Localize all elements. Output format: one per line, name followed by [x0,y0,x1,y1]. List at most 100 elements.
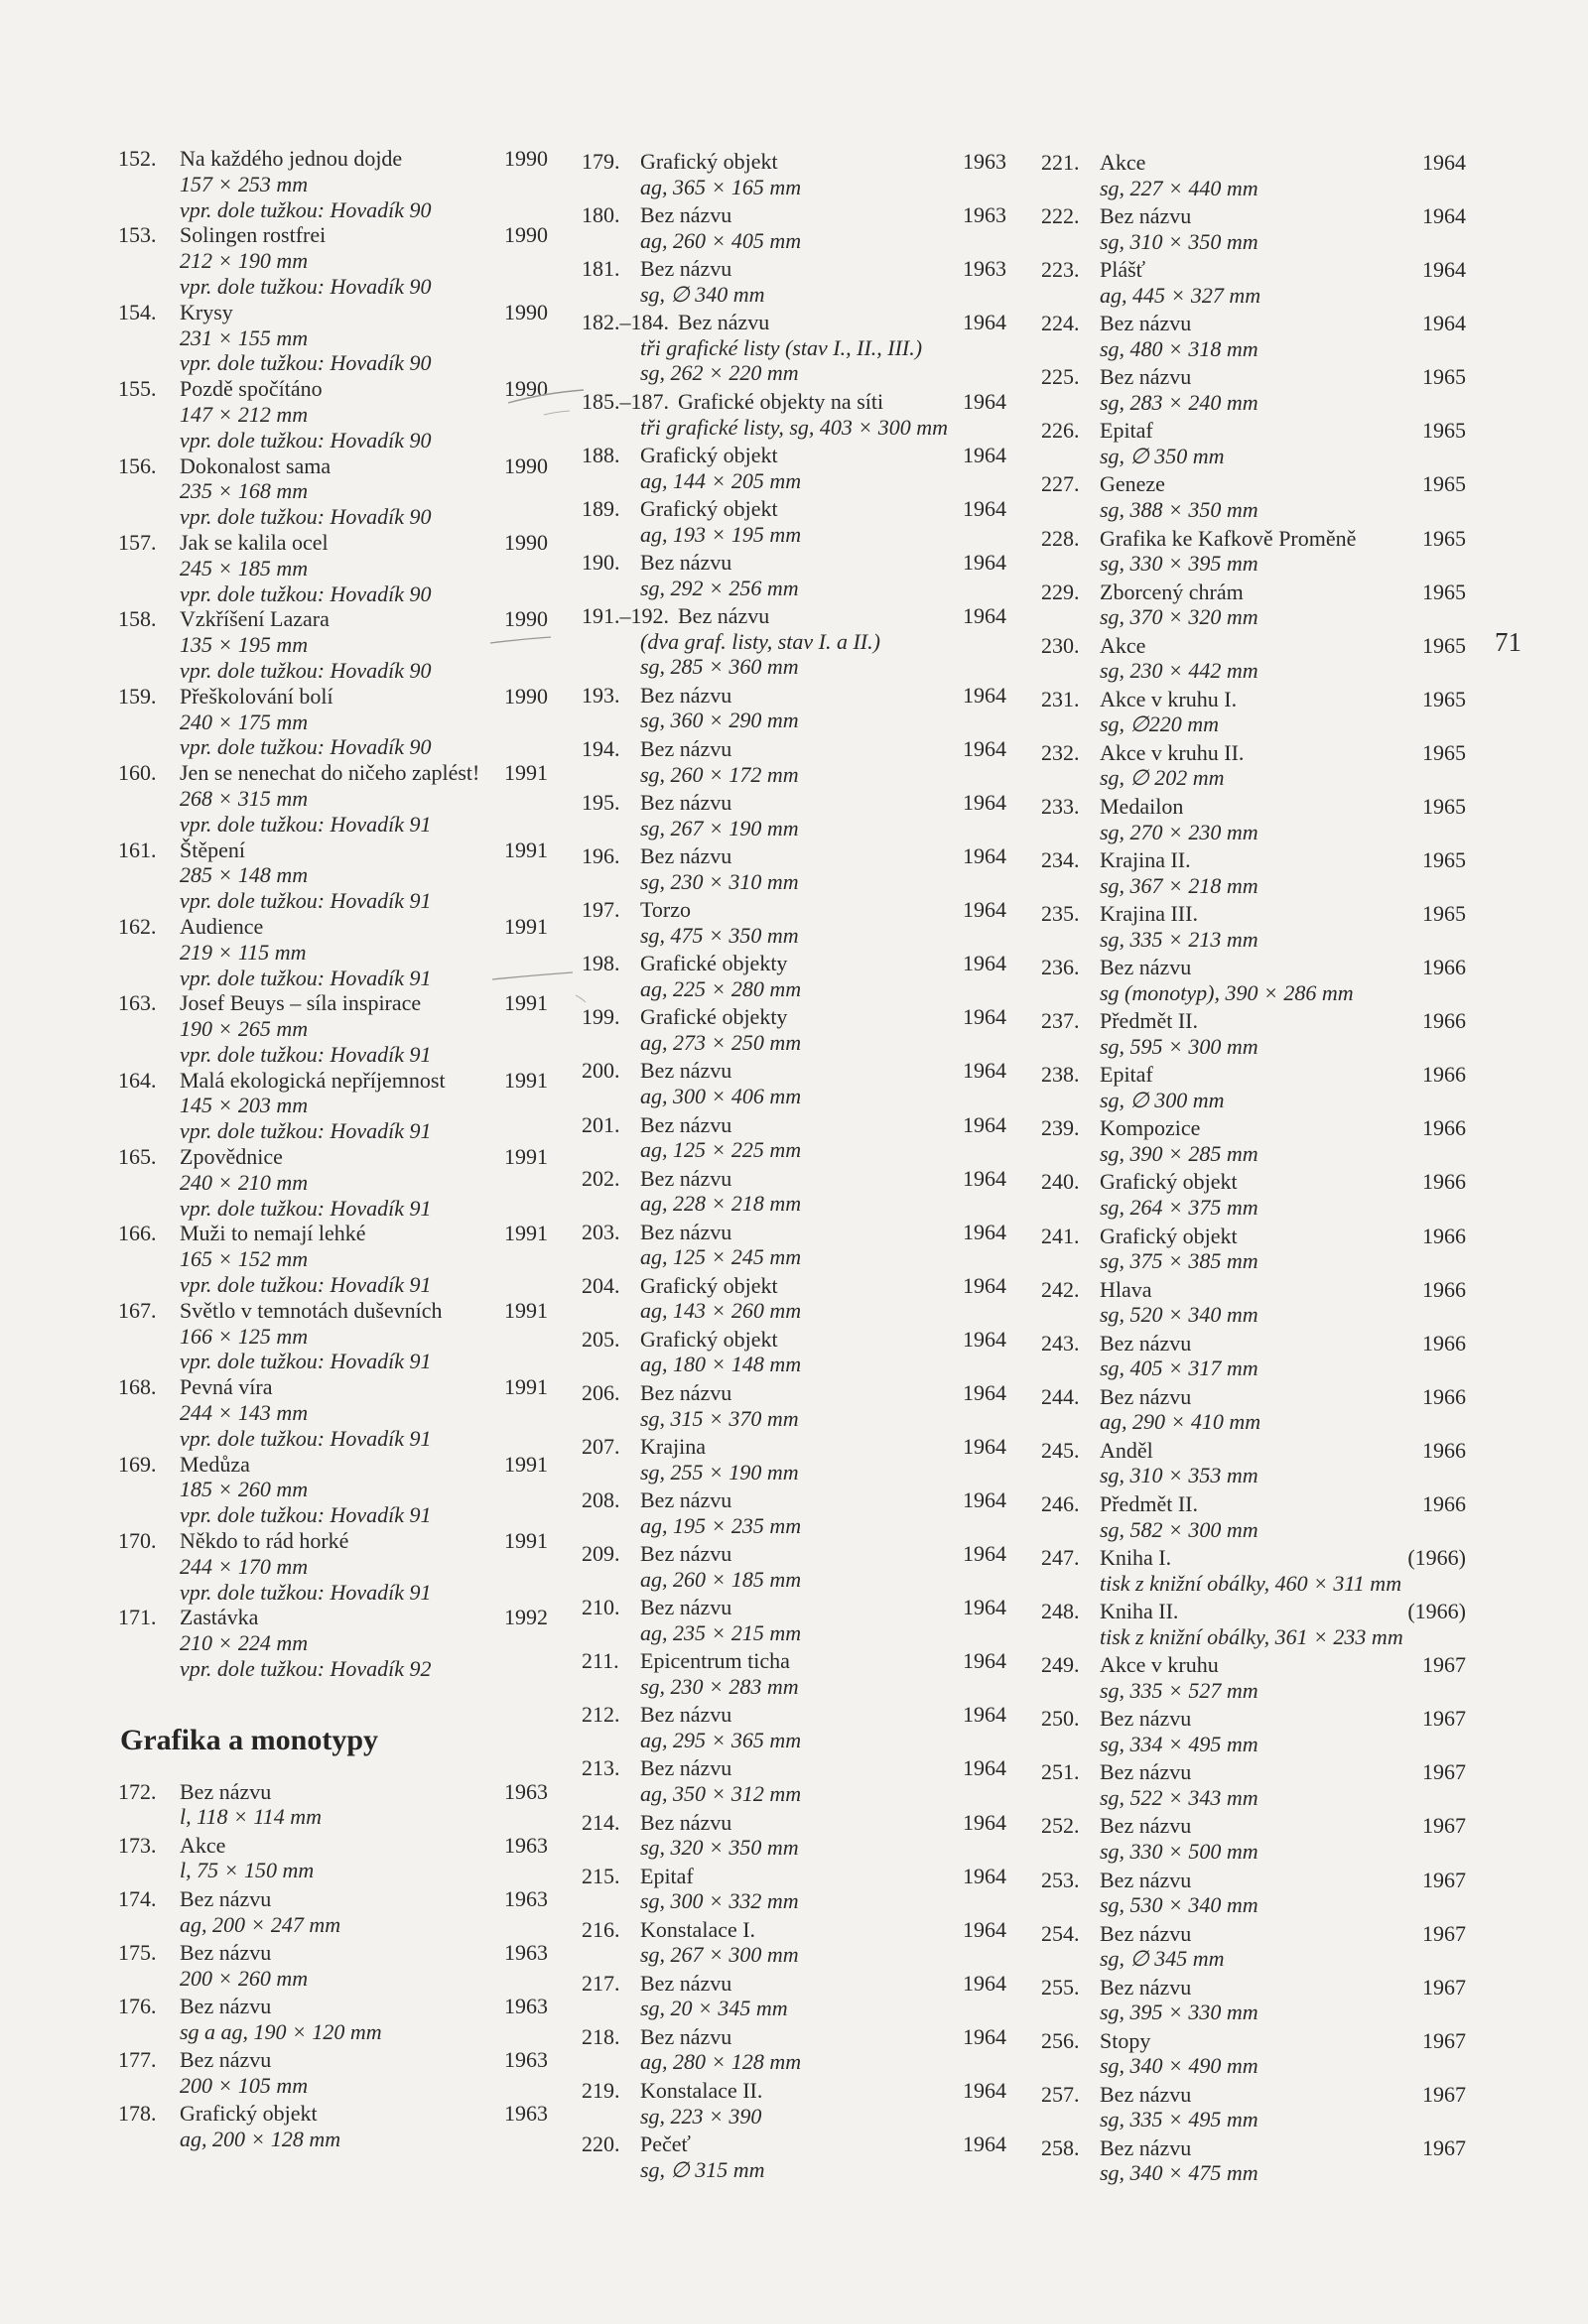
entry-number: 165. [118,1144,157,1170]
entry-number: 153. [118,222,157,248]
entry-details: sg, 230 × 283 mm [640,1673,799,1699]
catalog-entry: 220. Pečeť 1964 sg, ∅ 315 mm [582,2131,1006,2182]
entry-title-row: 167. Světlo v temnotách duševních 1991 [118,1298,548,1324]
entry-number: 198. [582,951,620,976]
entry-number: 176. [118,1994,157,2019]
entry-year: 1991 [504,1144,548,1170]
entry-details: sg, 340 × 490 mm [1100,2053,1258,2079]
entry-number: 156. [118,452,157,478]
entry-title: Bez názvu [640,1755,732,1781]
entry-note: vpr. dole tužkou: Hovadík 92 [180,1656,432,1682]
catalog-entry: 230. Akce 1965 sg, 230 × 442 mm [1041,633,1466,684]
entry-title: Zastávka [180,1605,259,1630]
entry-note: vpr. dole tužkou: Hovadík 90 [180,196,432,222]
entry-year: 1965 [1422,686,1466,711]
entry-title-row: 197. Torzo 1964 [582,897,1006,923]
catalog-entry: 218. Bez názvu 1964 ag, 280 × 128 mm [582,2024,1006,2075]
entry-details: 135 × 195 mm [180,632,309,658]
entry-year: 1964 [963,496,1006,522]
entry-title-row: 163. Josef Beuys – síla inspirace 1991 [118,990,548,1016]
catalog-entry: 206. Bez názvu 1964 sg, 315 × 370 mm [582,1380,1006,1431]
entry-details: ag, 290 × 410 mm [1100,1409,1261,1435]
entry-title-row: 201. Bez názvu 1964 [582,1112,1006,1138]
entry-title: Grafický objekt [640,1326,778,1352]
entry-title: Grafický objekt [180,2101,318,2127]
entry-year: 1964 [963,1595,1006,1620]
entry-details: sg, ∅220 mm [1100,711,1220,737]
entry-year: 1964 [963,1433,1006,1459]
entry-year: 1964 [963,310,1006,335]
entry-title-row: 195. Bez názvu 1964 [582,790,1006,816]
entry-title: Bez názvu [640,1487,732,1513]
entry-details: ag, 195 × 235 mm [640,1512,802,1538]
entry-year: 1990 [504,452,548,478]
entry-year: 1964 [963,1058,1006,1084]
entry-year: 1967 [1422,1759,1466,1785]
entry-number: 223. [1041,257,1080,283]
entry-details: sg, 330 × 500 mm [1100,1839,1258,1865]
entry-title-row: 216. Konstalace I. 1964 [582,1917,1006,1943]
catalog-entry: 208. Bez názvu 1964 ag, 195 × 235 mm [582,1487,1006,1538]
entry-details: sg, 260 × 172 mm [640,761,799,787]
entry-details: 212 × 190 mm [180,248,309,274]
entry-details: ag, 445 × 327 mm [1100,282,1261,308]
catalog-entry: 178. Grafický objekt 1963 ag, 200 × 128 mm [118,2101,548,2151]
entry-title-row: 199. Grafické objekty 1964 [582,1004,1006,1030]
entry-title: Bez názvu [640,1541,732,1567]
entry-year: 1963 [963,256,1006,282]
entry-number: 195. [582,790,620,816]
entry-title: Jen se nenechat do ničeho zaplést! [180,760,480,786]
entry-note: vpr. dole tužkou: Hovadík 90 [180,504,432,530]
entry-title-row: 179. Grafický objekt 1963 [582,149,1006,175]
entry-number: 217. [582,1970,620,1996]
entry-title-row: 190. Bez názvu 1964 [582,550,1006,576]
catalog-entry: 233. Medailon 1965 sg, 270 × 230 mm [1041,794,1466,844]
entry-number: 201. [582,1111,620,1137]
entry-title-row: 209. Bez názvu 1964 [582,1541,1006,1567]
entry-details: sg (monotyp), 390 × 286 mm [1100,979,1354,1005]
entry-title-row: 152. Na každého jednou dojde 1990 [118,146,548,172]
entry-title: Anděl [1100,1437,1153,1463]
entry-year: 1964 [1422,257,1466,283]
catalog-entry: 200. Bez názvu 1964 ag, 300 × 406 mm [582,1058,1006,1108]
entry-title: Grafický objekt [1100,1223,1238,1248]
entry-title: Bez názvu [640,550,732,576]
entry-details: sg, 390 × 285 mm [1100,1141,1258,1166]
catalog-entry: 256. Stopy 1967 sg, 340 × 490 mm [1041,2028,1466,2079]
entry-title-row: 223. Plášť 1964 [1041,257,1466,283]
entry-title: Bez názvu [640,682,732,708]
entry-number: 197. [582,897,620,923]
entry-year: 1990 [504,222,548,248]
entry-number: 221. [1041,150,1080,175]
entry-title-row: 248. Kniha II. (1966) [1041,1599,1466,1624]
entry-number: 240. [1041,1169,1080,1195]
entry-title: Bez názvu [180,1885,272,1911]
entry-year: 1990 [504,606,548,632]
entry-number: 227. [1041,471,1080,497]
entry-year: 1964 [963,2131,1006,2156]
catalog-entry: 164. Malá ekologická nepříjemnost 1991 145 … [118,1068,548,1144]
entry-note: vpr. dole tužkou: Hovadík 90 [180,657,432,683]
entry-title-row: 232. Akce v kruhu II. 1965 [1041,740,1466,766]
entry-title: Solingen rostfrei [180,222,327,248]
catalog-entry: 211. Epicentrum ticha 1964 sg, 230 × 283 mm [582,1648,1006,1699]
entry-year: 1991 [504,913,548,939]
entry-title-row: 245. Anděl 1966 [1041,1438,1466,1464]
entry-details: sg, 300 × 332 mm [640,1888,799,1914]
entry-title: Hlava [1100,1276,1152,1302]
entry-title-row: 168. Pevná víra 1991 [118,1374,548,1400]
catalog-entry: 203. Bez názvu 1964 ag, 125 × 245 mm [582,1220,1006,1270]
entry-details: ag, 365 × 165 mm [640,174,802,199]
entry-details: ag, 300 × 406 mm [640,1084,802,1109]
entry-title: Bez názvu [180,2047,272,2073]
entry-title: Zpovědnice [180,1144,283,1170]
entry-title: Kompozice [1100,1115,1201,1141]
catalog-entry: 224. Bez názvu 1964 sg, 480 × 318 mm [1041,311,1466,361]
entry-title-row: 154. Krysy 1990 [118,300,548,325]
entry-title-row: 204. Grafický objekt 1964 [582,1273,1006,1299]
entry-title-row: 233. Medailon 1965 [1041,794,1466,820]
entry-title-row: 194. Bez názvu 1964 [582,736,1006,762]
catalog-entry: 229. Zborcený chrám 1965 sg, 370 × 320 mm [1041,580,1466,630]
entry-title: Bez názvu [1100,2134,1192,2160]
entry-title-row: 250. Bez názvu 1967 [1041,1706,1466,1732]
